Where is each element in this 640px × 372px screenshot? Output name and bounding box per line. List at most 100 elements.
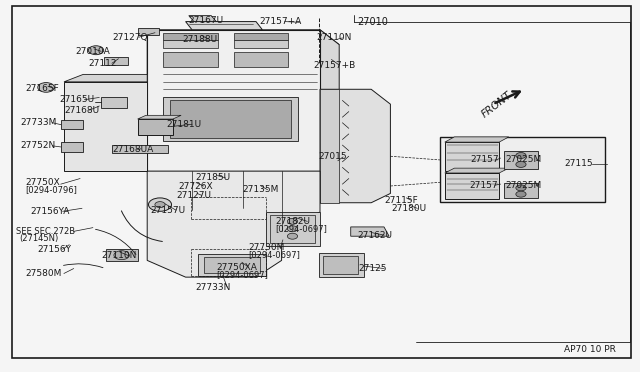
Text: [0294-0697]: [0294-0697] [216,270,268,279]
Text: 27167U: 27167U [189,16,224,25]
Polygon shape [445,137,509,142]
Circle shape [114,251,129,260]
Text: 27110N: 27110N [317,33,352,42]
Polygon shape [163,52,218,67]
Polygon shape [320,30,339,171]
Text: 27010: 27010 [357,17,388,27]
Polygon shape [106,249,138,261]
Text: 27115: 27115 [564,159,593,168]
Polygon shape [320,89,339,203]
Text: 27110N: 27110N [101,251,136,260]
Text: (27145N): (27145N) [19,234,58,243]
Polygon shape [323,256,358,274]
Polygon shape [61,142,83,152]
Polygon shape [163,97,298,141]
Polygon shape [147,30,320,171]
Polygon shape [319,253,364,277]
Text: [0294-0796]: [0294-0796] [26,185,77,194]
Polygon shape [189,16,218,23]
Text: 27025M: 27025M [506,155,542,164]
Polygon shape [61,120,83,129]
Text: 27182U: 27182U [275,217,310,226]
Circle shape [155,202,165,208]
Text: 27180U: 27180U [392,204,427,213]
Text: 27010A: 27010A [76,47,110,56]
Text: 27168U: 27168U [64,106,99,115]
Circle shape [287,218,298,224]
Circle shape [38,83,54,92]
Polygon shape [320,89,390,203]
Circle shape [287,226,298,232]
Text: 27162U: 27162U [357,231,392,240]
Text: SEE SEC.272B: SEE SEC.272B [16,227,75,236]
Text: 27157U: 27157U [150,206,186,215]
Circle shape [287,233,298,239]
Text: 27157+B: 27157+B [314,61,356,70]
Polygon shape [445,173,499,199]
Text: 27726X: 27726X [178,182,212,190]
Text: [0294-0697]: [0294-0697] [275,224,327,233]
Text: 27115F: 27115F [384,196,418,205]
Text: 27127Q: 27127Q [112,33,147,42]
Polygon shape [64,82,147,171]
Polygon shape [178,32,234,38]
Polygon shape [351,227,389,236]
Polygon shape [445,142,499,171]
Text: 27730M: 27730M [248,243,285,252]
Text: 27025M: 27025M [506,181,542,190]
Text: 27733M: 27733M [20,118,57,127]
Text: 27127U: 27127U [176,191,211,200]
Text: 27157+A: 27157+A [259,17,301,26]
Polygon shape [138,28,159,35]
Circle shape [516,161,526,167]
Text: 27157: 27157 [469,181,498,190]
Polygon shape [170,100,291,138]
Polygon shape [147,171,320,277]
Text: 27112: 27112 [88,59,117,68]
Polygon shape [104,57,128,65]
Text: 27125: 27125 [358,264,387,273]
Polygon shape [504,183,538,198]
Polygon shape [234,40,288,48]
Polygon shape [186,22,262,30]
Bar [440,137,605,202]
Polygon shape [234,33,288,40]
Text: 27580M: 27580M [26,269,62,278]
Polygon shape [242,32,298,38]
Polygon shape [163,40,218,48]
Circle shape [516,185,526,191]
Text: 27185U: 27185U [195,173,230,182]
Text: 27165F: 27165F [26,84,60,93]
Text: 27168UA: 27168UA [112,145,153,154]
Circle shape [516,191,526,197]
Text: 27750XA: 27750XA [216,263,257,272]
Polygon shape [504,151,538,169]
Polygon shape [138,115,181,119]
Text: AP70 10 PR: AP70 10 PR [564,345,616,354]
Polygon shape [147,30,166,171]
Text: 27188U: 27188U [182,35,218,44]
Text: 27135M: 27135M [242,185,278,194]
Text: 27750X: 27750X [26,178,60,187]
Polygon shape [270,215,315,243]
Polygon shape [266,212,320,246]
Text: 27015: 27015 [319,153,348,161]
Polygon shape [163,33,218,40]
Text: 27181U: 27181U [166,120,202,129]
Text: 27165U: 27165U [59,95,94,104]
Polygon shape [64,74,147,82]
Text: [0294-0697]: [0294-0697] [248,250,300,259]
Text: 27157: 27157 [470,155,499,164]
Polygon shape [204,257,260,273]
Circle shape [516,153,526,158]
Text: 27733N: 27733N [195,283,230,292]
Polygon shape [138,119,173,135]
Circle shape [148,198,172,211]
Polygon shape [147,30,339,45]
Polygon shape [112,145,168,153]
Polygon shape [101,97,127,108]
Circle shape [88,46,104,55]
Text: 27752N: 27752N [20,141,56,150]
Polygon shape [445,168,509,173]
Polygon shape [198,254,266,276]
